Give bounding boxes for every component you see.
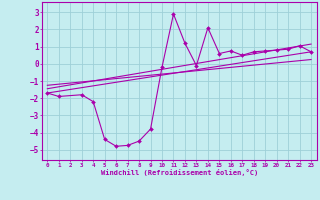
X-axis label: Windchill (Refroidissement éolien,°C): Windchill (Refroidissement éolien,°C) <box>100 169 258 176</box>
